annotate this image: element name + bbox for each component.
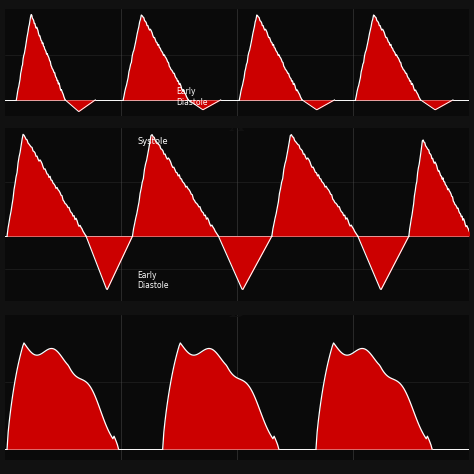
Text: Systole: Systole [137,137,168,146]
Text: C: C [230,461,244,474]
Text: Early
Diastole: Early Diastole [137,271,169,290]
Text: A: A [230,117,244,135]
Text: B: B [229,303,245,321]
Text: Early
Diastole: Early Diastole [177,87,208,107]
